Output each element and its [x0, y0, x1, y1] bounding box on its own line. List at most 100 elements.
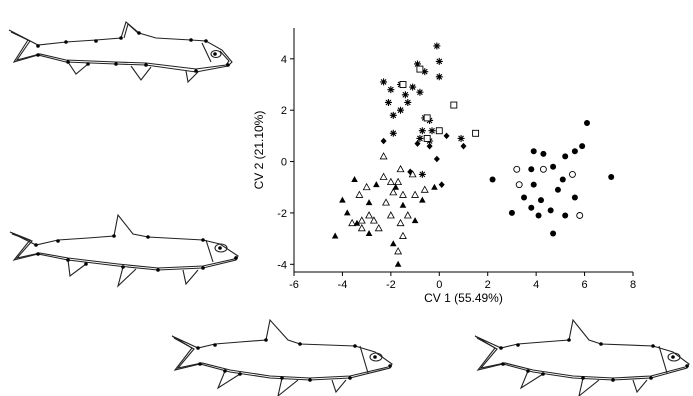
data-point-open-triangle [382, 198, 390, 206]
data-point-open-triangle [408, 170, 417, 178]
fish-outline-icon [9, 213, 239, 288]
data-point-filled-triangle [419, 196, 426, 203]
data-point-open-triangle [348, 218, 357, 227]
data-point-filled-diamond [380, 137, 387, 145]
data-point-filled-diamond [433, 155, 440, 163]
data-point-open-triangle [398, 231, 407, 239]
data-point-asterisk [404, 98, 412, 106]
data-point-asterisk [380, 78, 388, 86]
data-point-filled-circle [528, 204, 535, 211]
y-tick-label: -2 [277, 208, 287, 220]
data-point-open-triangle [374, 224, 383, 232]
data-point-open-circle [576, 212, 584, 219]
data-point-asterisk [421, 68, 429, 76]
axes [293, 28, 633, 273]
data-point-open-triangle [396, 218, 405, 227]
y-tick-label: 2 [281, 105, 287, 117]
data-point-asterisk [401, 91, 409, 99]
data-point-open-circle [539, 165, 547, 173]
data-point-asterisk [384, 98, 392, 106]
x-tick-label: 6 [582, 279, 588, 291]
y-tick-label: -4 [277, 259, 287, 271]
data-point-filled-triangle [339, 196, 346, 203]
data-point-open-triangle [365, 211, 374, 219]
data-point-open-square [423, 134, 431, 142]
fish-outline-icon [171, 318, 393, 396]
data-point-filled-circle [579, 143, 586, 150]
y-tick-label: 0 [281, 157, 287, 169]
data-point-filled-diamond [443, 132, 450, 140]
y-axis-ticks: -4 -2 0 2 4 [277, 54, 294, 271]
data-point-filled-circle [562, 153, 569, 160]
data-point-open-circle [513, 165, 521, 173]
fish-outline-icon [8, 21, 233, 84]
fish-outline-middle-left [8, 210, 240, 300]
data-point-asterisk [435, 57, 443, 65]
data-point-open-triangle [379, 152, 388, 160]
x-tick-label: 8 [630, 279, 636, 291]
data-point-asterisk [416, 134, 424, 142]
data-point-filled-diamond [460, 142, 467, 150]
data-point-filled-circle [489, 176, 496, 183]
data-point-open-square [416, 65, 424, 73]
data-point-open-triangle [403, 211, 412, 219]
y-tick-label: 4 [281, 54, 287, 66]
data-point-asterisk [413, 60, 421, 68]
data-point-filled-circle [559, 176, 566, 183]
data-point-filled-circle [571, 148, 578, 155]
data-point-filled-circle [537, 197, 544, 204]
data-point-filled-circle [608, 173, 615, 180]
data-point-open-triangle [355, 190, 364, 198]
fish-outline-bottom-right [473, 318, 691, 396]
data-point-open-square [435, 127, 443, 135]
data-point-filled-diamond [407, 168, 414, 176]
data-point-asterisk [457, 134, 465, 142]
x-axis-ticks: -6 -4 -2 0 2 4 6 8 [289, 272, 636, 291]
data-point-open-square [450, 101, 458, 109]
data-point-filled-circle [528, 166, 535, 173]
fish-outline-bottom-center [170, 318, 395, 396]
data-point-open-triangle [398, 190, 407, 198]
fish-outline-top-left [6, 10, 236, 85]
data-point-filled-circle [550, 163, 557, 170]
data-point-open-triangle [386, 177, 395, 186]
x-tick-label: 0 [436, 279, 442, 291]
data-point-open-circle [515, 181, 523, 189]
data-point-filled-triangle [351, 176, 358, 183]
data-point-filled-diamond [414, 140, 421, 147]
y-axis-label: CV 2 (21.10%) [252, 111, 266, 190]
data-point-filled-circle [530, 181, 537, 188]
data-point-filled-triangle [394, 260, 402, 267]
data-point-filled-circle [521, 194, 528, 201]
data-point-asterisk [418, 127, 426, 135]
data-point-open-square [423, 114, 431, 122]
data-point-asterisk [435, 73, 443, 81]
data-point-filled-diamond [438, 181, 445, 188]
data-point-open-triangle [369, 216, 378, 224]
data-point-open-triangle [386, 211, 395, 219]
data-point-open-triangle [379, 172, 388, 180]
x-tick-label: -2 [386, 279, 396, 291]
data-point-asterisk [416, 88, 424, 96]
data-point-filled-circle [530, 148, 537, 155]
x-tick-label: 2 [485, 279, 491, 291]
data-point-filled-triangle [365, 229, 373, 236]
data-point-filled-circle [562, 212, 569, 219]
data-point-asterisk [397, 106, 405, 114]
fish-outline-icon [474, 318, 690, 396]
data-point-filled-circle [547, 207, 554, 214]
data-point-filled-diamond [426, 142, 433, 150]
data-point-open-square [472, 129, 480, 137]
data-point-filled-triangle [343, 209, 351, 216]
data-point-filled-triangle [431, 183, 438, 190]
x-tick-label: -4 [338, 279, 348, 291]
data-point-filled-circle [550, 230, 557, 237]
data-point-filled-circle [583, 120, 590, 127]
data-point-open-triangle [357, 224, 366, 232]
data-point-open-triangle [411, 190, 420, 198]
data-point-open-triangle [394, 247, 403, 255]
data-point-asterisk [409, 83, 417, 91]
data-point-open-triangle [389, 188, 398, 196]
